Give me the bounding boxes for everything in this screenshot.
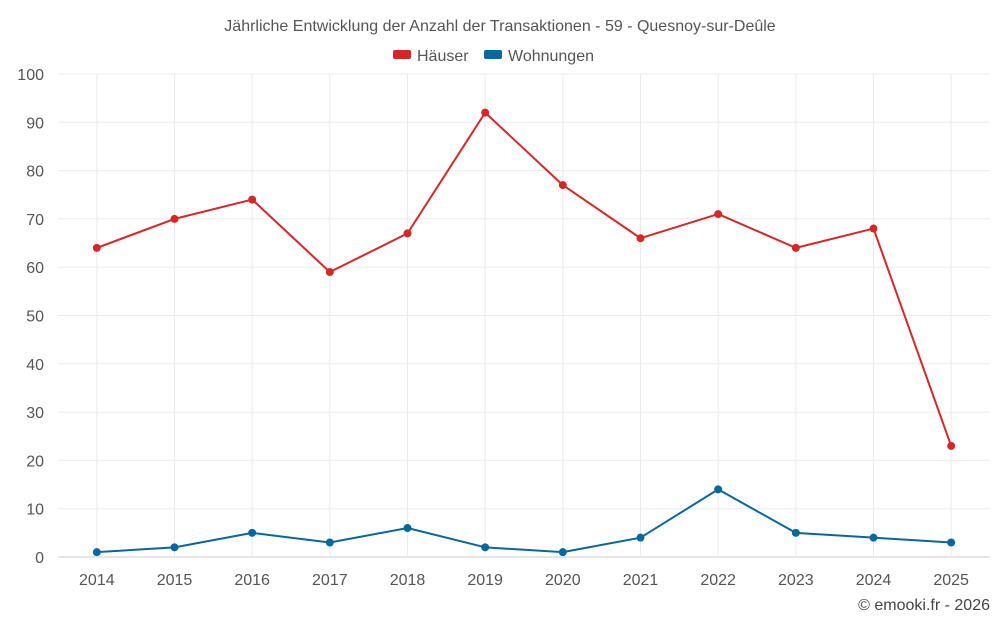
data-point[interactable] [791, 528, 800, 537]
y-tick-label: 100 [17, 67, 44, 84]
x-tick-label: 2021 [623, 572, 659, 589]
data-point[interactable] [325, 538, 334, 547]
data-point[interactable] [248, 528, 257, 537]
x-tick-label: 2025 [933, 572, 969, 589]
x-tick-label: 2020 [545, 572, 581, 589]
data-point[interactable] [869, 533, 878, 542]
data-point[interactable] [170, 543, 179, 552]
data-point[interactable] [403, 524, 412, 533]
y-tick-label: 10 [26, 502, 44, 519]
data-point[interactable] [403, 229, 412, 238]
data-point[interactable] [714, 210, 723, 219]
data-point[interactable] [92, 243, 101, 252]
chart-title: Jährliche Entwicklung der Anzahl der Tra… [224, 18, 775, 35]
grid [58, 73, 990, 558]
legend-swatch [393, 50, 411, 59]
y-tick-label: 90 [26, 115, 44, 132]
y-tick-label: 80 [26, 164, 44, 181]
data-point[interactable] [92, 548, 101, 557]
y-tick-label: 50 [26, 309, 44, 326]
legend-item-0[interactable]: Häuser [393, 48, 469, 65]
legend-item-1[interactable]: Wohnungen [484, 48, 594, 65]
series-0 [92, 108, 956, 450]
series-line [96, 488, 952, 554]
x-tick-label: 2024 [856, 572, 892, 589]
data-point[interactable] [481, 543, 490, 552]
credit-text: © emooki.fr - 2026 [858, 597, 990, 614]
x-tick-label: 2022 [700, 572, 736, 589]
data-point[interactable] [947, 441, 956, 450]
legend-label: Häuser [417, 48, 469, 65]
x-tick-label: 2015 [157, 572, 193, 589]
series-1 [92, 485, 956, 557]
x-tick-label: 2014 [79, 572, 115, 589]
data-point[interactable] [325, 268, 334, 277]
data-point[interactable] [791, 243, 800, 252]
legend-label: Wohnungen [508, 48, 594, 65]
x-axis-ticks: 2014 2015 2016 2017 2018 2019 2020 2021 2022 2023… [79, 572, 969, 589]
data-point[interactable] [558, 548, 567, 557]
y-tick-label: 0 [35, 550, 44, 567]
x-tick-label: 2019 [467, 572, 503, 589]
y-tick-label: 60 [26, 260, 44, 277]
data-point[interactable] [481, 108, 490, 117]
data-point[interactable] [947, 538, 956, 547]
legend: Häuser Wohnungen [393, 48, 594, 65]
x-tick-label: 2018 [390, 572, 426, 589]
data-point[interactable] [636, 234, 645, 243]
data-point[interactable] [869, 224, 878, 233]
y-tick-label: 40 [26, 357, 44, 374]
x-tick-label: 2016 [234, 572, 270, 589]
y-tick-label: 20 [26, 453, 44, 470]
x-tick-label: 2017 [312, 572, 348, 589]
data-point[interactable] [248, 195, 257, 204]
y-tick-label: 70 [26, 212, 44, 229]
data-point[interactable] [714, 485, 723, 494]
data-point[interactable] [636, 533, 645, 542]
legend-swatch [484, 50, 502, 59]
data-point[interactable] [170, 214, 179, 223]
series-group [92, 108, 956, 557]
x-tick-label: 2023 [778, 572, 814, 589]
y-axis-ticks: 0 10 20 30 40 50 60 70 80 90 100 [17, 67, 44, 567]
series-line [96, 111, 953, 447]
data-point[interactable] [558, 181, 567, 190]
y-tick-label: 30 [26, 405, 44, 422]
